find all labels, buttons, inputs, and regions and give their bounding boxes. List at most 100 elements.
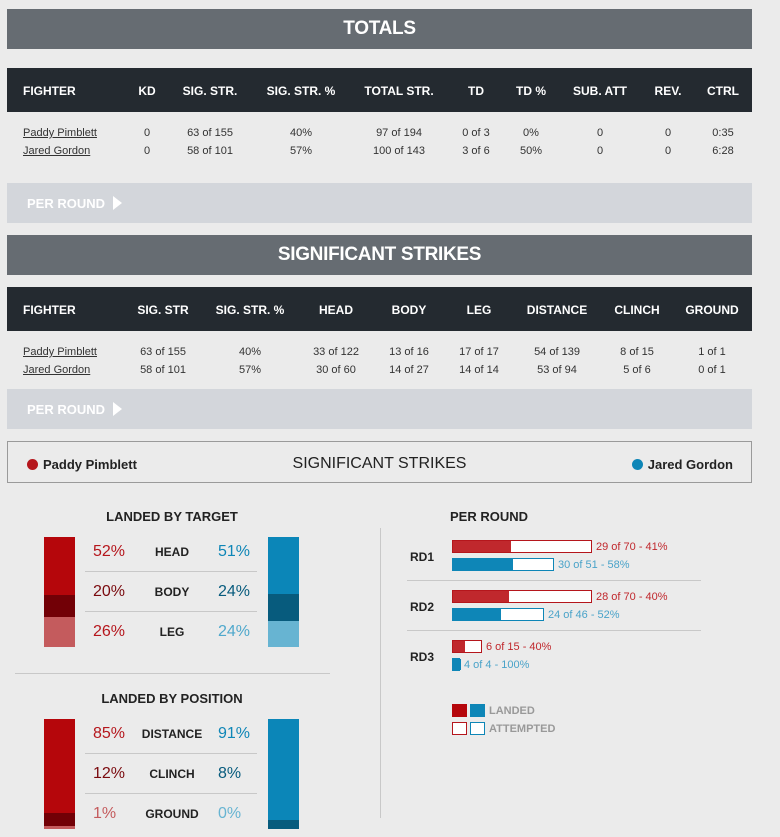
target-body-red-pct: 20% [93,583,126,600]
cell: 0 [664,145,672,157]
target-leg-red-segment [44,617,75,647]
cell: 0:35 [712,127,734,139]
cell: 5 of 6 [623,364,651,376]
position-distance-red-segment [44,719,75,813]
col-ctrl: CTRL [707,84,739,98]
blue-dot-icon [631,459,643,470]
cell: 3 of 6 [462,145,490,157]
round-1-blue-landed-fill [453,559,513,570]
position-distance-label: DISTANCE [141,727,203,741]
per-round-title: PER ROUND [450,509,529,524]
cell: 14 of 14 [459,364,499,376]
red-dot-icon [27,459,38,470]
legend-fighter-1: Paddy Pimblett [27,457,137,472]
target-head-red-segment [44,537,75,595]
cell: 0 [143,145,151,157]
sig-strikes-title: SIGNIFICANT STRIKES [7,235,752,275]
cell: 58 of 101 [140,364,186,376]
position-clinch-label: CLINCH [149,767,195,781]
target-head-red-pct: 52% [93,543,126,560]
col-td: TD [468,84,484,98]
position-distance-blue-segment [268,719,299,820]
section-divider [15,673,330,674]
col-td-pct: TD % [516,84,546,98]
col-total-str: TOTAL STR. [364,84,434,98]
table-row: Jared Gordon 58 of 101 57% 30 of 60 14 o… [7,361,752,379]
col-sig-str-pct: SIG. STR. % [215,303,285,317]
sig-per-round-toggle[interactable]: PER ROUND [7,389,752,429]
target-leg-red-pct: 26% [93,623,126,640]
round-3-blue-attempted-bar [452,658,461,671]
cell: 53 of 94 [537,364,577,376]
round-3-red-landed-fill [453,641,465,652]
divider [407,630,701,631]
col-kd: KD [138,84,156,98]
round-3-blue-text: 4 of 4 - 100% [464,659,530,671]
position-clinch-blue-segment [268,820,299,829]
col-sig-str: SIG. STR. [182,84,238,98]
round-2-red-text: 28 of 70 - 40% [596,591,668,603]
landed-blue-swatch [470,704,485,717]
table-row: Paddy Pimblett 0 63 of 155 40% 97 of 194… [7,124,752,142]
fighter-link[interactable]: Jared Gordon [23,145,91,157]
sig-table-header: FIGHTER SIG. STR SIG. STR. % HEAD BODY L… [7,287,752,331]
totals-table-header: FIGHTER KD SIG. STR. SIG. STR. % TOTAL S… [7,68,752,112]
round-1-red-landed-fill [453,541,511,552]
totals-per-round-toggle[interactable]: PER ROUND [7,183,752,223]
target-blue-stack [268,537,299,647]
cell: 30 of 60 [316,364,356,376]
fighter-legend: Paddy Pimblett SIGNIFICANT STRIKES Jared… [7,441,752,483]
target-body-blue-segment [268,594,299,621]
target-head-blue-pct: 51% [218,543,251,560]
cell: 57% [289,145,313,157]
round-label: RD3 [410,650,435,664]
cell: 0 [664,127,672,139]
cell: 14 of 27 [389,364,429,376]
column-divider [380,528,381,818]
round-3-red-text: 6 of 15 - 40% [486,641,552,653]
cell: 0 [143,127,151,139]
fighter-link[interactable]: Paddy Pimblett [23,346,97,358]
col-head: HEAD [318,303,354,317]
cell: 0% [523,127,539,139]
cell: 0 [596,127,604,139]
fighter-link[interactable]: Jared Gordon [23,364,91,376]
landed-by-target-title: LANDED BY TARGET [106,509,238,524]
target-head-label: HEAD [154,545,190,559]
cell: 40% [238,346,262,358]
cell: 33 of 122 [313,346,359,358]
round-1-blue-attempted-bar [452,558,554,571]
per-round-label: PER ROUND [27,401,106,417]
legend-attempted-label: ATTEMPTED [489,723,556,735]
divider [85,793,257,794]
round-2-blue-text: 24 of 46 - 52% [548,609,620,621]
totals-title: TOTALS [7,9,752,49]
col-ground: GROUND [685,303,739,317]
col-sig-str-pct: SIG. STR. % [266,84,336,98]
position-clinch-red-segment [44,813,75,826]
cell: 54 of 139 [534,346,580,358]
position-red-stack [44,719,75,829]
position-distance-blue-pct: 91% [218,725,251,742]
position-ground-red-segment [44,826,75,829]
col-sub-att: SUB. ATT [573,84,627,98]
fighter-link[interactable]: Paddy Pimblett [23,127,97,139]
cell: 1 of 1 [698,346,726,358]
round-3-red-attempted-bar [452,640,482,653]
cell: 58 of 101 [187,145,233,157]
round-1-red-attempted-bar [452,540,592,553]
col-body: BODY [391,303,427,317]
col-leg: LEG [466,303,492,317]
legend-landed-label: LANDED [489,705,535,717]
position-ground-blue-pct: 0% [218,805,242,822]
table-row: Jared Gordon 0 58 of 101 57% 100 of 143 … [7,142,752,160]
col-rev: REV. [654,84,682,98]
cell: 13 of 16 [389,346,429,358]
position-clinch-red-pct: 12% [93,765,126,782]
table-row: Paddy Pimblett 63 of 155 40% 33 of 122 1… [7,343,752,361]
round-1-red-text: 29 of 70 - 41% [596,541,668,553]
cell: 100 of 143 [373,145,425,157]
target-leg-label: LEG [159,625,185,639]
landed-red-swatch [452,704,467,717]
